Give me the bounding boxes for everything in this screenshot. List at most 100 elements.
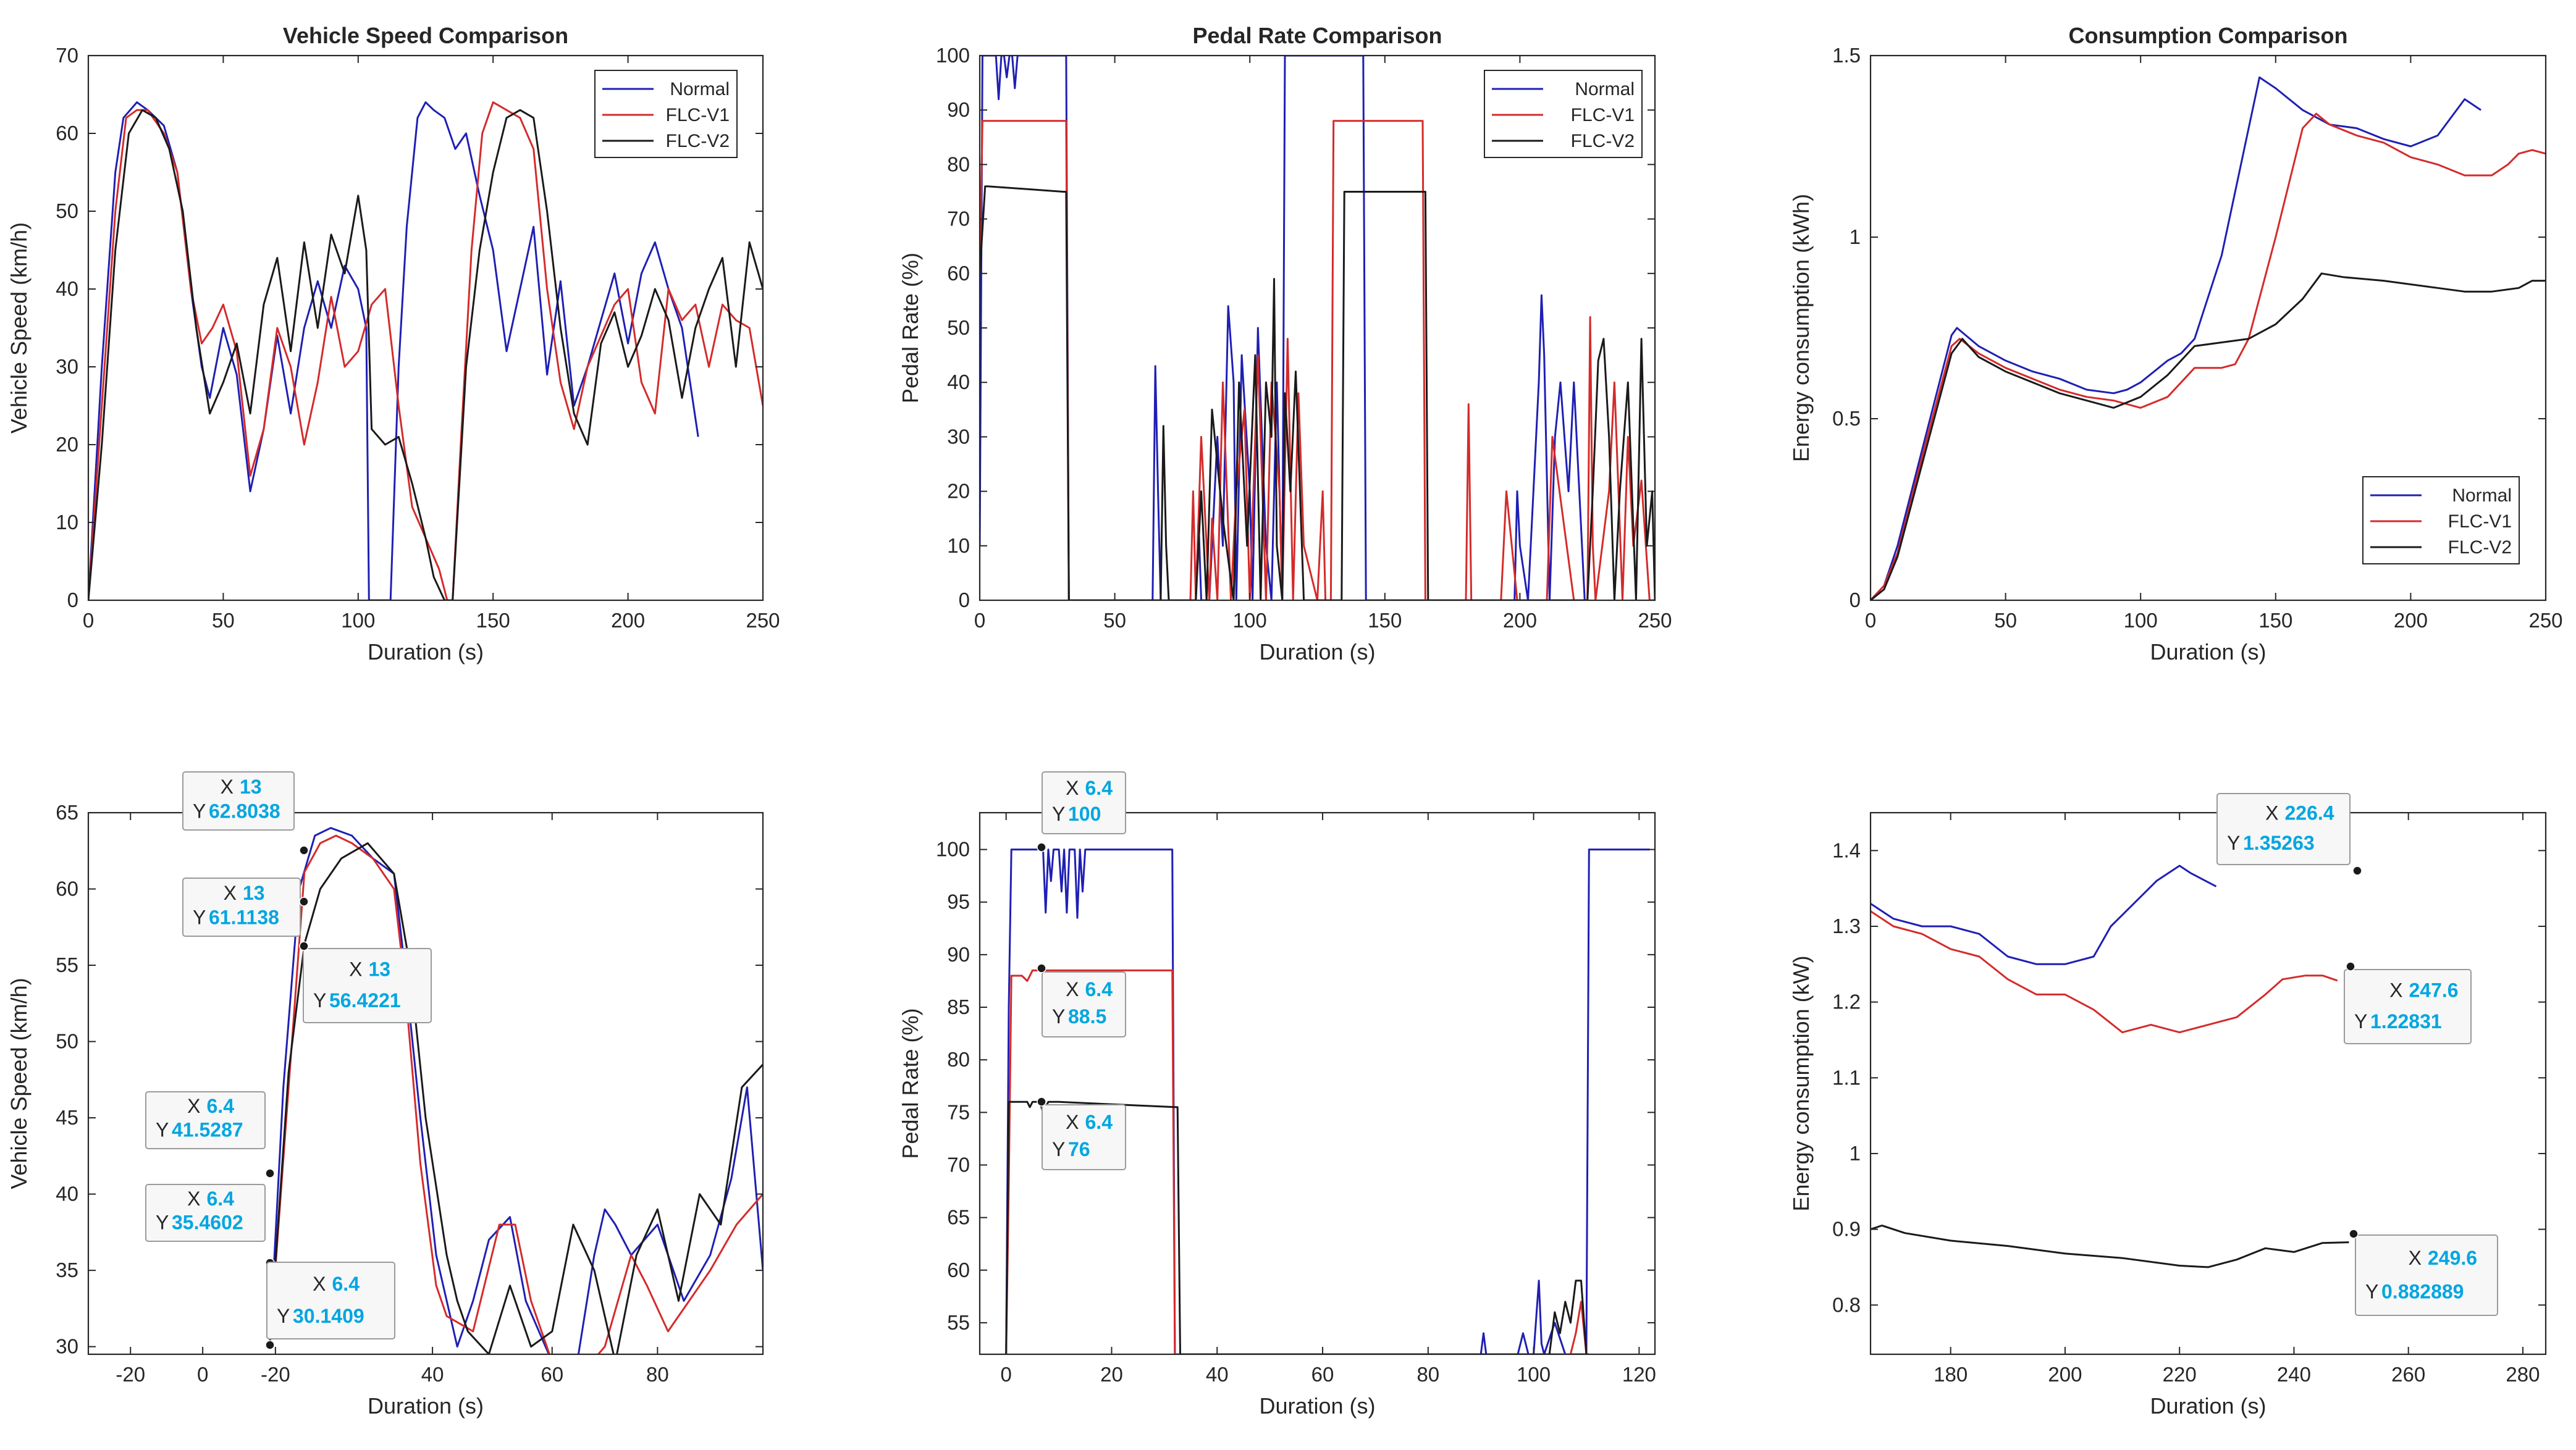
datatip-x-label: X [1066, 978, 1079, 1000]
y-tick-label: 30 [56, 1335, 78, 1358]
datatip-box [1042, 971, 1126, 1037]
series-line-flc-v1 [980, 120, 1655, 600]
x-axis-label: Duration (s) [368, 639, 484, 664]
datatip-y-label: Y [313, 989, 326, 1012]
x-tick-label: 0 [1865, 609, 1876, 632]
x-tick-label: 150 [476, 609, 510, 632]
x-tick-label: 250 [2528, 609, 2562, 632]
series-line-flc-v1 [1871, 910, 2338, 1034]
datatip[interactable]: X 6.4 Y 30.1409 [265, 1262, 395, 1350]
y-tick-label: 45 [56, 1106, 78, 1129]
datatip-x-label: X [1066, 777, 1079, 799]
datatip-box [145, 1184, 266, 1242]
datatip-marker [265, 1340, 275, 1350]
datatip-x-label: X [2409, 1247, 2422, 1269]
x-tick-label: -20 [116, 1363, 145, 1386]
datatip[interactable]: X 6.4 Y 100 [1037, 771, 1126, 852]
datatip[interactable]: X 13 Y 62.8038 [182, 771, 309, 855]
datatip-y-label: Y [277, 1305, 290, 1327]
datatip-x-value: 226.4 [2285, 802, 2334, 824]
y-tick-label: 40 [947, 371, 970, 393]
datatip[interactable]: X 6.4 Y 76 [1037, 1097, 1126, 1170]
y-tick-label: 60 [947, 262, 970, 285]
datatip-marker [2349, 1229, 2359, 1239]
y-axis-label: Energy consumption (kWh) [1788, 194, 1814, 462]
datatip-x-value: 13 [369, 958, 391, 980]
x-tick-label: 250 [746, 609, 780, 632]
datatip[interactable]: X 247.6 Y 1.22831 [2344, 962, 2472, 1044]
datatip[interactable]: X 6.4 Y 41.5287 [145, 1091, 275, 1178]
y-tick-label: 55 [56, 953, 78, 976]
y-tick-label: 100 [936, 44, 970, 67]
series-line-normal [980, 56, 1586, 600]
datatip-y-value: 1.22831 [2370, 1010, 2442, 1033]
chart-energy-zoom: 180 200 220 240 260 280 0.8 0.9 1 1.1 1.2 1.3 1.4 Dur… [1788, 811, 2547, 1419]
x-tick-label: 40 [421, 1363, 444, 1386]
datatip[interactable]: X 226.4 Y 1.35263 [2216, 793, 2362, 876]
x-tick-label: 50 [1994, 609, 2017, 632]
datatip-x-value: 249.6 [2428, 1247, 2477, 1269]
x-tick-label: 150 [1368, 609, 1402, 632]
legend: Normal FLC-V1 FLC-V2 [2362, 476, 2520, 564]
datatip[interactable]: X 249.6 Y 0.882889 [2349, 1229, 2498, 1316]
datatip-y-value: 100 [1068, 803, 1101, 825]
y-tick-label: 10 [947, 534, 970, 557]
series-line-normal [1871, 865, 2217, 965]
legend-label-flc-v1: FLC-V1 [666, 105, 730, 125]
series-line-flc-v2 [1871, 272, 2546, 600]
axes-box [1869, 811, 2547, 1356]
y-axis-label: Energy consumption (kW) [1788, 955, 1814, 1211]
series-line-flc-v2 [269, 842, 763, 1354]
y-tick-label: 90 [947, 943, 970, 966]
legend-label-flc-v1: FLC-V1 [1571, 105, 1635, 125]
datatip-marker [1037, 842, 1046, 852]
x-tick-label: 60 [1311, 1363, 1334, 1386]
x-tick-label: 150 [2258, 609, 2292, 632]
x-axis-label: Duration (s) [2150, 1393, 2266, 1419]
datatip-marker [2352, 866, 2362, 876]
datatip-box [266, 1262, 395, 1339]
chart-pedal-zoom: 0 20 40 60 80 100 120 55 60 65 70 75 80 85 90 95 100 Dura… [898, 811, 1656, 1419]
y-tick-label: 35 [56, 1259, 78, 1281]
datatip-y-label: Y [1052, 1138, 1065, 1160]
x-tick-label: 80 [646, 1363, 669, 1386]
x-axis-label: Duration (s) [368, 1393, 484, 1419]
datatip-y-label: Y [1052, 1005, 1065, 1028]
y-tick-label: 100 [936, 838, 970, 861]
y-tick-label: 0.5 [1832, 407, 1861, 430]
x-tick-label: 100 [341, 609, 375, 632]
x-axis-label: Duration (s) [2150, 639, 2266, 664]
datatip-x-value: 247.6 [2409, 979, 2459, 1001]
legend: Normal FLC-V1 FLC-V2 [1484, 70, 1643, 158]
datatip-box [182, 771, 295, 831]
y-tick-label: 30 [56, 355, 78, 378]
y-tick-label: 60 [947, 1259, 970, 1281]
series-line-flc-v2 [88, 109, 763, 600]
datatip-x-value: 6.4 [1085, 1111, 1113, 1133]
x-tick-label: 100 [2124, 609, 2158, 632]
y-tick-label: 0 [67, 589, 78, 611]
datatip[interactable]: X 13 Y 61.1138 [182, 878, 309, 937]
y-tick-label: 1.2 [1832, 991, 1861, 1013]
chart-energy-top: 0 50 100 150 200 250 0 0.5 1 1.5 Consumption Compa… [1788, 23, 2563, 664]
datatip-x-label: X [221, 776, 234, 798]
datatip-x-label: X [349, 958, 362, 980]
y-tick-label: 0 [959, 589, 970, 611]
datatip-box [1042, 1104, 1126, 1170]
x-tick-label: 0 [83, 609, 94, 632]
datatip-y-value: 61.1138 [209, 906, 279, 928]
datatip-x-value: 6.4 [207, 1095, 235, 1117]
y-axis-label: Vehicle Speed (km/h) [6, 222, 32, 434]
datatip[interactable]: X 6.4 Y 88.5 [1037, 963, 1126, 1037]
y-tick-label: 1.3 [1832, 915, 1861, 937]
y-tick-label: 20 [947, 480, 970, 503]
datatip-y-label: Y [156, 1212, 169, 1234]
datatip-box [182, 878, 301, 937]
datatip[interactable]: X 6.4 Y 35.4602 [145, 1184, 275, 1268]
x-tick-label: 100 [1233, 609, 1267, 632]
datatip-box [1042, 771, 1126, 834]
datatip[interactable]: X 13 Y 56.4221 [299, 941, 432, 1023]
legend-label-flc-v1: FLC-V1 [2448, 511, 2512, 532]
datatip-x-value: 6.4 [1085, 777, 1113, 799]
x-tick-label: 250 [1638, 609, 1672, 632]
